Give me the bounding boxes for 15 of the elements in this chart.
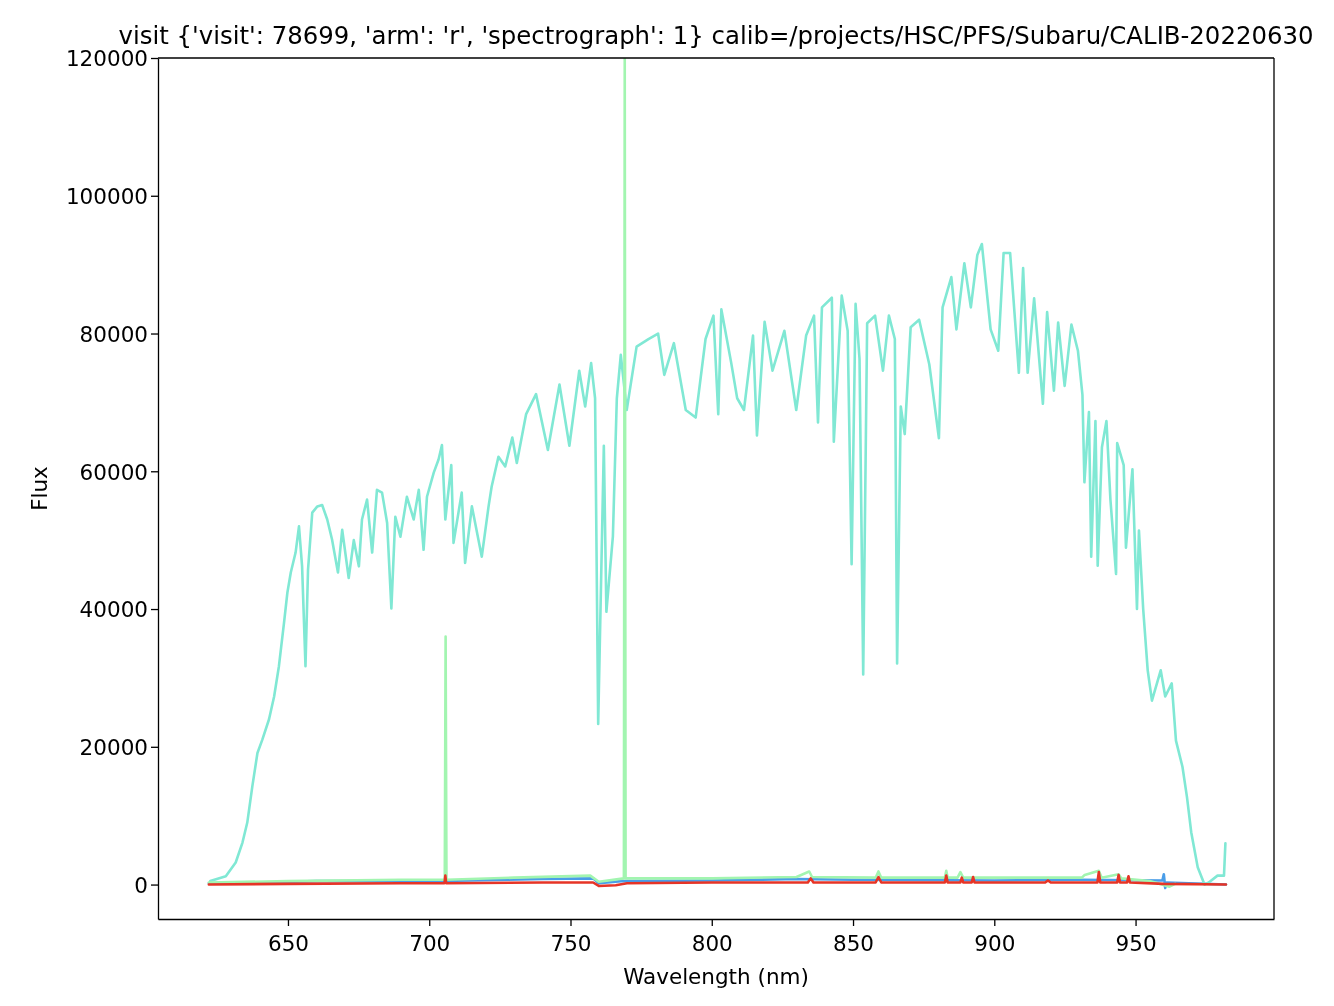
- x-tick-label: 750: [550, 930, 592, 956]
- x-tick-label: 800: [691, 930, 733, 956]
- x-tick-label: 900: [974, 930, 1016, 956]
- x-tick-label: 950: [1115, 930, 1157, 956]
- y-tick-label: 20000: [79, 735, 148, 761]
- x-tick-label: 700: [409, 930, 451, 956]
- x-axis-title: Wavelength (nm): [623, 964, 809, 989]
- y-tick-label: 0: [134, 872, 148, 898]
- y-tick-label: 40000: [79, 597, 148, 623]
- x-tick-label: 650: [267, 930, 309, 956]
- y-tick-label: 100000: [65, 184, 148, 209]
- x-tick-label: 850: [833, 930, 875, 956]
- y-axis-title: Flux: [27, 465, 52, 511]
- y-tick-label: 80000: [79, 321, 148, 347]
- y-tick-label: 60000: [79, 459, 148, 485]
